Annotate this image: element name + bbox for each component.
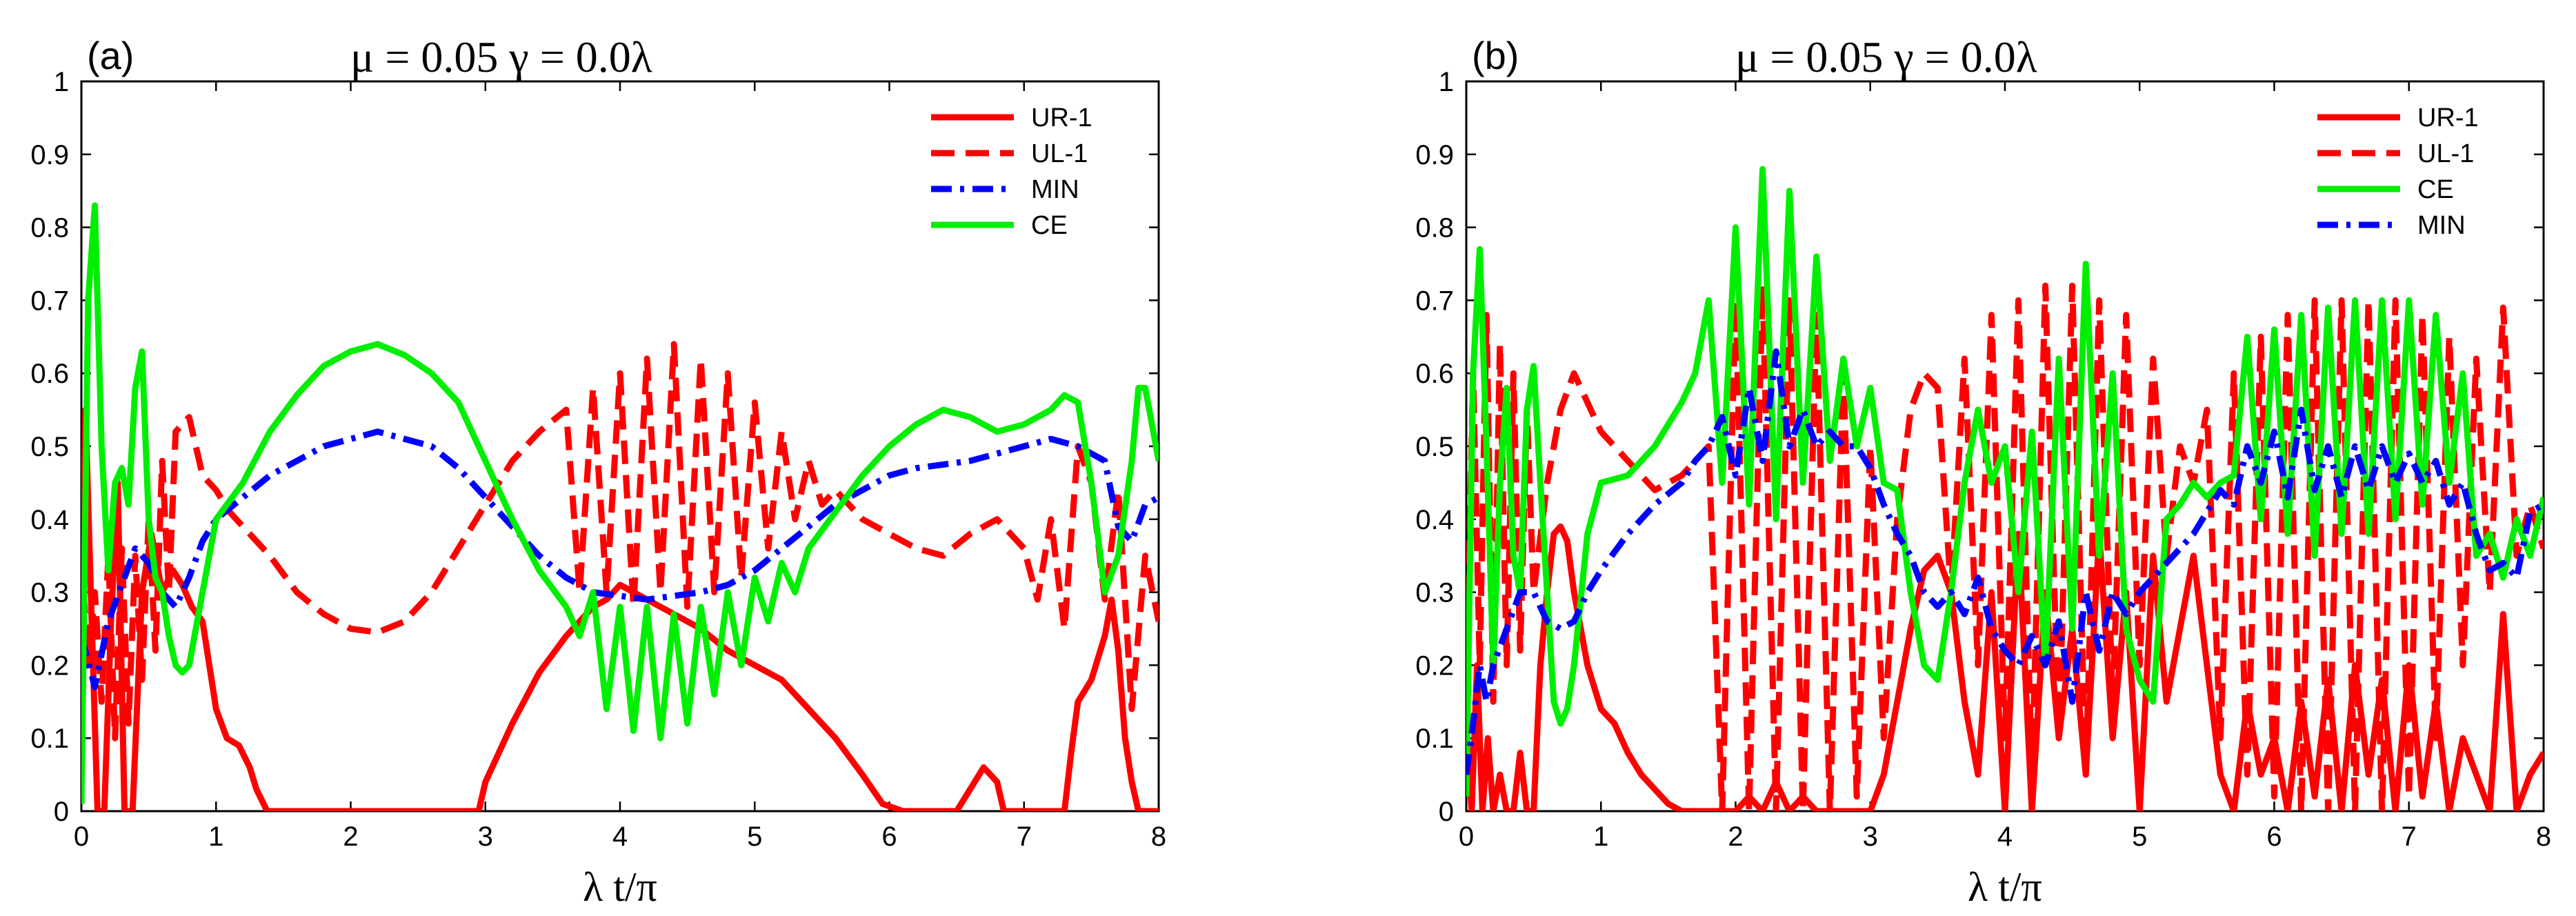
y-tick-label: 0.4 <box>1415 505 1454 535</box>
y-tick-label: 0.3 <box>30 578 69 608</box>
panel-a: 0 1 2 3 4 5 6 7 8 0 0.1 0.2 0.3 0.4 0.5 0.6 0.7 0.8 0.9 1 UR… <box>30 32 1166 910</box>
legend-label-ce: CE <box>2417 175 2454 204</box>
chart-title: μ = 0.05 γ = 0.0λ <box>1735 32 2037 81</box>
x-tick-label: 8 <box>1151 822 1166 852</box>
legend-label-min: MIN <box>1031 175 1079 204</box>
x-tick-label: 6 <box>2266 822 2282 852</box>
x-tick-label: 7 <box>2402 822 2417 852</box>
y-tick-label: 0.1 <box>1415 724 1454 754</box>
legend-label-min: MIN <box>2417 211 2466 240</box>
y-tick-label: 0.6 <box>1415 359 1454 389</box>
x-tick-label: 4 <box>612 822 628 852</box>
x-tick-label: 5 <box>2132 822 2147 852</box>
y-tick-label: 0.5 <box>30 432 69 462</box>
legend-label-ul-1: UL-1 <box>2417 139 2474 168</box>
y-tick-label: 0.3 <box>1415 578 1454 608</box>
x-tick-label: 3 <box>1863 822 1878 852</box>
x-tick-label: 1 <box>1593 822 1608 852</box>
y-tick-label: 0.1 <box>30 724 69 754</box>
y-tick-label: 0.8 <box>1415 213 1454 243</box>
legend-label-ur-1: UR-1 <box>1031 103 1092 132</box>
y-tick-label: 0.9 <box>1415 140 1454 170</box>
chart-title: μ = 0.05 γ = 0.0λ <box>350 32 652 81</box>
x-tick-label: 2 <box>343 822 358 852</box>
x-tick-label: 7 <box>1017 822 1032 852</box>
panel-label: (b) <box>1472 34 1519 77</box>
y-tick-label: 0.9 <box>30 140 69 170</box>
y-tick-label: 0.8 <box>30 213 69 243</box>
x-tick-label: 4 <box>1997 822 2013 852</box>
x-tick-label: 1 <box>208 822 223 852</box>
x-tick-label: 3 <box>478 822 493 852</box>
series-line-ce <box>1466 166 2544 797</box>
series-line-min <box>81 428 1159 690</box>
y-tick-label: 0 <box>54 797 69 827</box>
x-axis-label: λ t/π <box>583 864 657 910</box>
plot-frame <box>80 80 1160 813</box>
y-tick-label: 0.4 <box>30 505 69 535</box>
series-line-ur-1 <box>1466 523 2544 811</box>
legend-label-ul-1: UL-1 <box>1031 139 1088 168</box>
x-tick-label: 0 <box>1459 822 1474 852</box>
y-tick-label: 0.7 <box>1415 286 1454 316</box>
x-axis-label: λ t/π <box>1968 864 2042 910</box>
series-line-ce <box>81 202 1159 804</box>
y-tick-label: 0.6 <box>30 359 69 389</box>
x-tick-label: 6 <box>881 822 897 852</box>
x-tick-label: 5 <box>747 822 762 852</box>
x-tick-label: 8 <box>2536 822 2551 852</box>
x-tick-label: 0 <box>74 822 89 852</box>
y-tick-label: 0 <box>1439 797 1454 827</box>
y-tick-label: 1 <box>54 67 69 97</box>
y-tick-label: 0.2 <box>1415 650 1454 681</box>
series-line-ul-1 <box>81 341 1159 741</box>
y-tick-label: 0.7 <box>30 286 69 316</box>
x-tick-label: 2 <box>1728 822 1743 852</box>
panel-label: (a) <box>87 34 134 77</box>
y-tick-label: 0.5 <box>1415 432 1454 462</box>
y-tick-label: 0.2 <box>30 650 69 681</box>
series-line-ul-1 <box>1466 282 2544 811</box>
series-line-min <box>1466 348 2544 775</box>
y-tick-label: 1 <box>1439 67 1454 97</box>
legend-label-ur-1: UR-1 <box>2417 103 2479 132</box>
panel-b: 0 1 2 3 4 5 6 7 8 0 0.1 0.2 0.3 0.4 0.5 0.6 0.7 0.8 0.9 1 UR… <box>1415 32 2551 910</box>
legend-label-ce: CE <box>1031 211 1068 240</box>
